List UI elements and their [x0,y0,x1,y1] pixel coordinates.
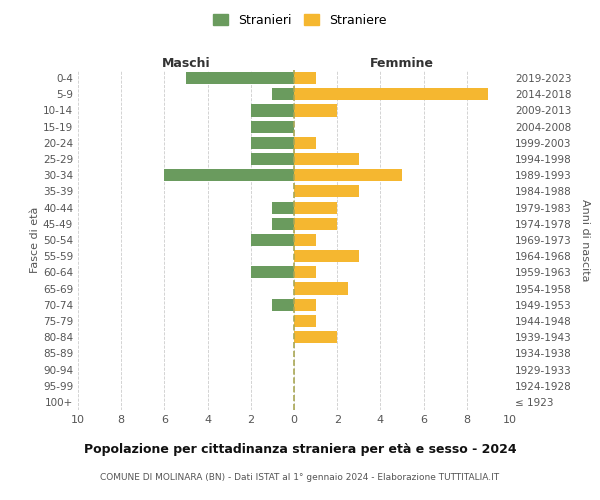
Bar [294,282,348,294]
Bar [294,315,316,327]
Bar [272,202,294,213]
Bar [272,298,294,311]
Bar [251,120,294,132]
Bar [186,72,294,84]
Bar [164,169,294,181]
Bar [272,218,294,230]
Bar [251,266,294,278]
Bar [294,298,316,311]
Bar [294,331,337,343]
Text: Popolazione per cittadinanza straniera per età e sesso - 2024: Popolazione per cittadinanza straniera p… [83,442,517,456]
Y-axis label: Anni di nascita: Anni di nascita [580,198,590,281]
Bar [294,234,316,246]
Bar [272,88,294,101]
Bar [294,186,359,198]
Bar [294,72,316,84]
Bar [294,250,359,262]
Bar [294,218,337,230]
Bar [251,104,294,117]
Bar [294,266,316,278]
Y-axis label: Fasce di età: Fasce di età [30,207,40,273]
Bar [294,153,359,165]
Bar [251,137,294,149]
Text: Maschi: Maschi [161,57,211,70]
Text: Femmine: Femmine [370,57,434,70]
Bar [294,202,337,213]
Bar [294,137,316,149]
Bar [294,104,337,117]
Bar [251,234,294,246]
Text: COMUNE DI MOLINARA (BN) - Dati ISTAT al 1° gennaio 2024 - Elaborazione TUTTITALI: COMUNE DI MOLINARA (BN) - Dati ISTAT al … [100,472,500,482]
Bar [251,153,294,165]
Legend: Stranieri, Straniere: Stranieri, Straniere [208,8,392,32]
Bar [294,88,488,101]
Bar [294,169,402,181]
